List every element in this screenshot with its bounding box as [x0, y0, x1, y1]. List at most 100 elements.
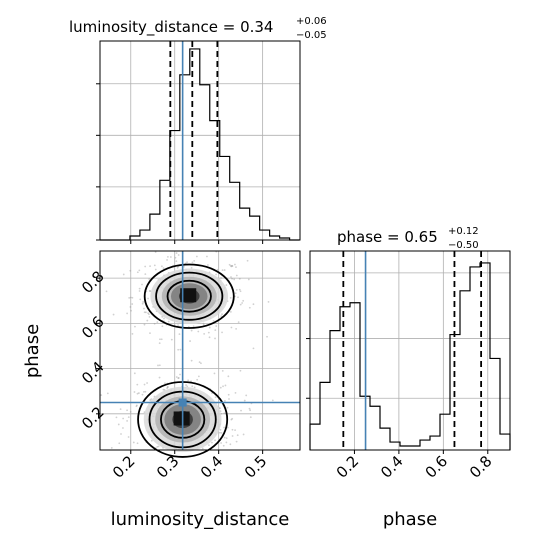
xlabel-phase: phase — [383, 509, 437, 530]
sample-point — [231, 428, 234, 431]
sample-point — [127, 416, 130, 419]
axes-outline-2d — [99, 250, 301, 451]
sample-point — [130, 309, 132, 312]
sample-point — [223, 412, 226, 415]
sample-point — [222, 385, 224, 388]
sample-point — [229, 310, 232, 313]
sample-point — [145, 311, 147, 314]
sample-point — [235, 274, 238, 277]
sample-point — [166, 387, 169, 390]
sample-point — [240, 409, 242, 412]
sample-point — [156, 445, 159, 448]
sample-point — [148, 278, 151, 281]
sample-point — [252, 303, 255, 306]
sample-point — [239, 369, 242, 372]
sample-point — [167, 320, 170, 323]
sample-point — [159, 338, 161, 341]
sample-point — [142, 390, 145, 393]
sample-point — [235, 289, 238, 291]
sample-point — [135, 404, 138, 407]
sample-point — [242, 299, 245, 302]
sample-point — [135, 405, 138, 408]
sample-point — [241, 302, 244, 304]
sample-point — [179, 373, 181, 376]
sample-point — [163, 317, 165, 320]
quantile-lines-luminosity-distance — [169, 41, 219, 240]
sample-point — [231, 277, 233, 280]
sample-point — [146, 319, 149, 322]
sample-point — [166, 385, 169, 388]
xtick-label-phase: 0.8 — [466, 452, 496, 482]
sample-point — [136, 271, 139, 274]
sample-point — [126, 312, 129, 315]
sample-point — [136, 392, 139, 395]
xlabel-luminosity-distance: luminosity_distance — [111, 509, 290, 530]
sample-point — [230, 418, 233, 421]
sample-point — [160, 265, 163, 268]
sample-point — [163, 388, 166, 391]
sample-point — [193, 386, 196, 389]
sample-point — [136, 383, 139, 386]
sample-point — [134, 325, 136, 328]
axes-outline-phase — [309, 250, 511, 451]
tick-marks — [96, 83, 489, 454]
sample-point — [221, 313, 223, 316]
sample-point — [190, 266, 193, 269]
sample-point — [110, 447, 113, 449]
sample-point — [267, 300, 270, 303]
sample-point — [139, 298, 142, 301]
sample-point — [218, 407, 221, 410]
sample-point — [161, 325, 164, 328]
xtick-label-luminosity: 0.4 — [197, 452, 227, 482]
truth-markers — [100, 41, 367, 450]
histogram-phase — [309, 262, 511, 450]
sample-point — [143, 383, 146, 386]
sample-point — [142, 301, 145, 303]
sample-point — [153, 264, 156, 267]
sample-point — [220, 277, 222, 279]
sample-point — [231, 264, 234, 267]
sample-point — [136, 442, 139, 445]
sample-point — [249, 409, 252, 412]
sample-point — [178, 333, 181, 336]
sample-point — [147, 297, 149, 300]
sample-point — [137, 392, 140, 394]
sample-point — [234, 391, 237, 394]
sample-point — [196, 378, 199, 381]
sample-point — [150, 398, 153, 401]
title-value: 0.34 — [240, 18, 273, 36]
title-plus-phase: +0.12 — [448, 226, 479, 237]
panel-frame-phase — [310, 251, 510, 450]
sample-point — [221, 331, 223, 334]
sample-point — [202, 322, 205, 325]
sample-point — [144, 273, 147, 275]
sample-point — [225, 284, 228, 286]
sample-point — [122, 427, 124, 429]
sample-point — [223, 426, 225, 429]
sample-point — [166, 386, 169, 389]
sample-point — [242, 433, 245, 436]
sample-point — [234, 429, 236, 432]
histogram-luminosity-distance — [100, 48, 300, 241]
sample-point — [175, 260, 178, 263]
sample-point — [239, 303, 242, 306]
sample-point — [150, 439, 153, 442]
sample-point — [230, 265, 233, 268]
sample-point — [223, 269, 226, 271]
sample-point — [177, 254, 180, 256]
sample-point — [231, 417, 234, 420]
sample-point — [230, 276, 232, 278]
sample-point — [147, 312, 150, 315]
sample-point — [133, 391, 136, 393]
sample-point — [227, 393, 230, 396]
sample-point — [227, 375, 230, 378]
sample-point — [206, 255, 208, 258]
axes-outline-top — [99, 40, 301, 241]
sample-point — [236, 434, 239, 437]
contour-line — [166, 279, 212, 313]
sample-point — [235, 440, 238, 443]
sample-point — [191, 385, 194, 388]
sample-point — [226, 406, 229, 409]
sample-point — [238, 288, 241, 291]
sample-point — [138, 290, 141, 292]
